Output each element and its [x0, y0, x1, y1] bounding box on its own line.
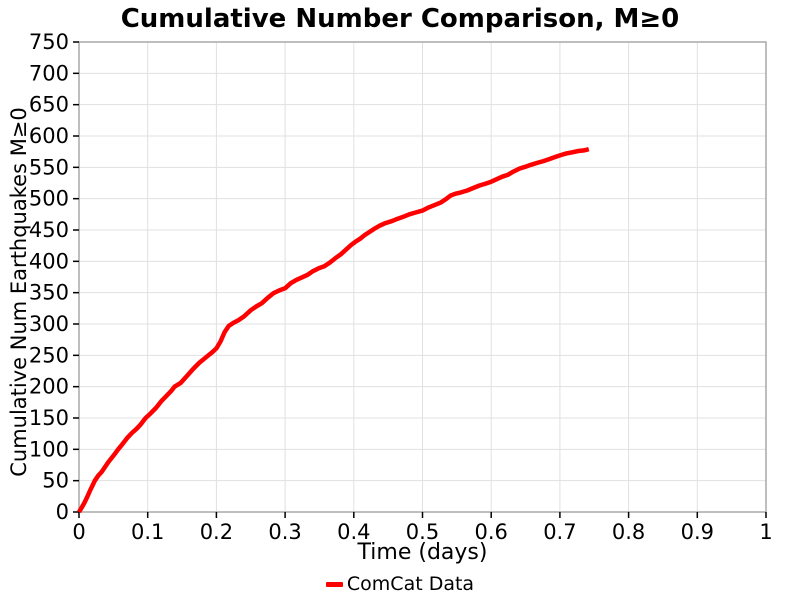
legend: ComCat Data	[0, 573, 800, 595]
y-tick-label: 150	[29, 406, 69, 430]
x-tick-label: 0.7	[543, 520, 576, 544]
x-tick-label: 0.1	[131, 520, 164, 544]
y-tick-label: 550	[29, 155, 69, 179]
y-tick-label: 450	[29, 218, 69, 242]
x-tick-label: 1	[759, 520, 772, 544]
x-tick-label: 0.5	[406, 520, 439, 544]
x-axis-title: Time (days)	[357, 540, 488, 565]
x-tick-label: 0.3	[268, 520, 301, 544]
y-axis-title: Cumulative Num Earthquakes M≥0	[7, 107, 31, 477]
y-tick-label: 200	[29, 375, 69, 399]
y-tick-label: 400	[29, 249, 69, 273]
chart-title: Cumulative Number Comparison, M≥0	[120, 4, 680, 34]
x-tick-label: 0.9	[681, 520, 714, 544]
y-tick-label: 650	[29, 93, 69, 117]
y-tick-label: 700	[29, 61, 69, 85]
x-tick-label: 0.4	[337, 520, 370, 544]
y-tick-label: 300	[29, 312, 69, 336]
legend-line-marker	[325, 581, 343, 587]
legend-label: ComCat Data	[346, 573, 475, 595]
x-tick-label: 0.6	[474, 520, 507, 544]
y-tick-label: 350	[29, 281, 69, 305]
x-tick-label: 0.2	[200, 520, 233, 544]
y-tick-label: 600	[29, 124, 69, 148]
comcat-data-line	[77, 147, 590, 514]
x-tick-label: 0.8	[612, 520, 645, 544]
y-tick-label: 100	[29, 437, 69, 461]
y-tick-label: 750	[29, 30, 69, 54]
y-tick-label: 50	[42, 469, 69, 493]
y-tick-label: 0	[56, 500, 69, 524]
x-tick-label: 0	[72, 520, 85, 544]
y-tick-label: 500	[29, 187, 69, 211]
y-tick-label: 250	[29, 343, 69, 367]
